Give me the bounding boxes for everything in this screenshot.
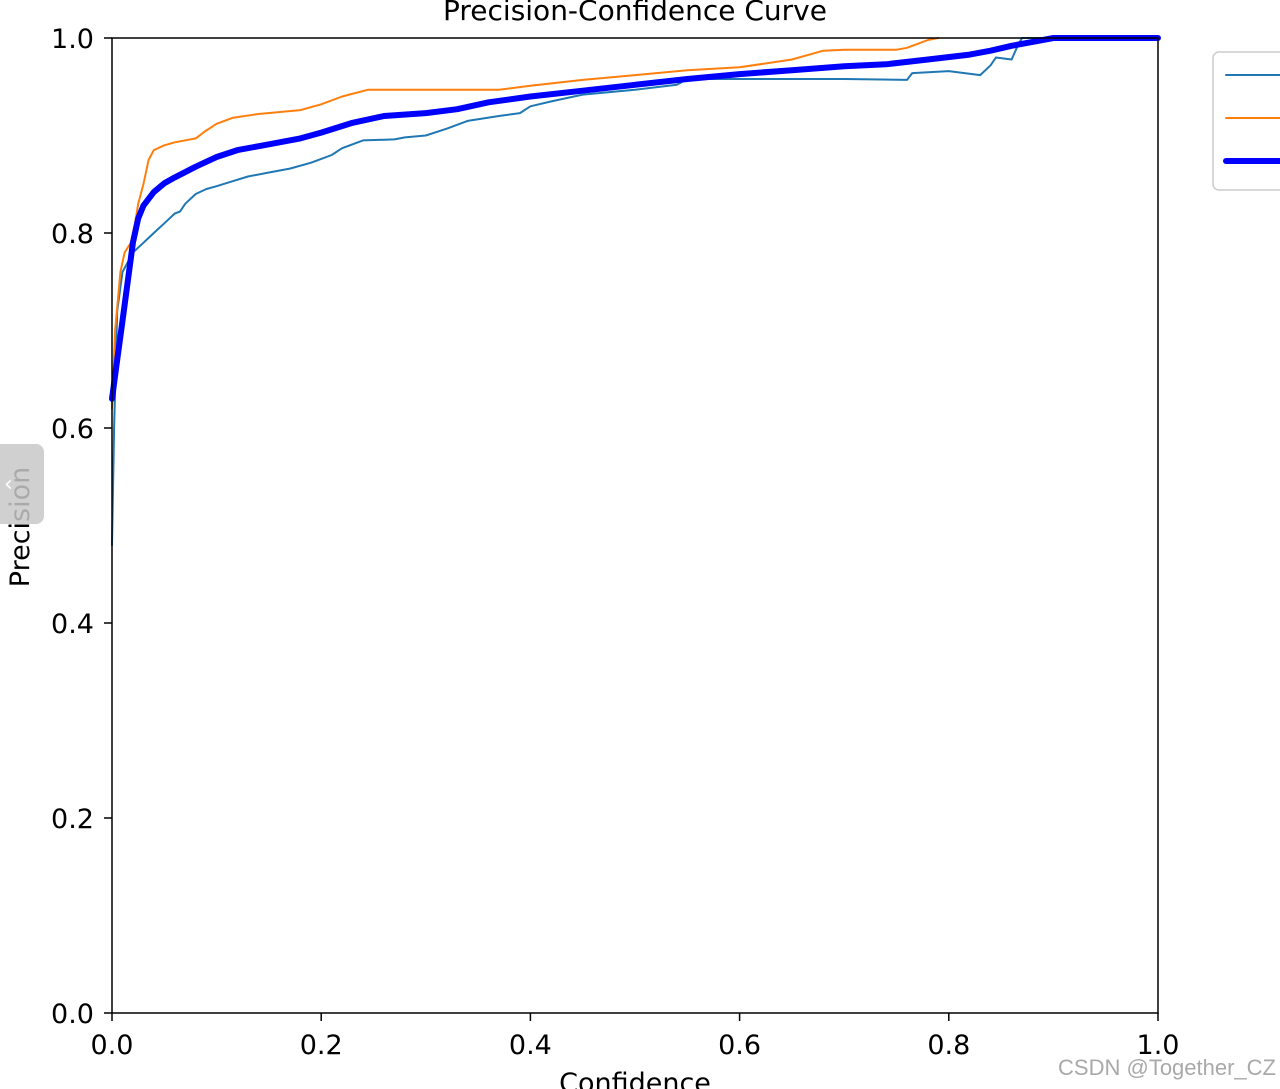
plot-frame bbox=[111, 37, 1159, 1014]
y-tick-label: 0.6 bbox=[51, 414, 94, 445]
y-tick-label: 0.8 bbox=[51, 219, 94, 250]
x-tick-label: 1.0 bbox=[1137, 1030, 1180, 1061]
series-line-1 bbox=[111, 37, 1159, 546]
x-tick-label: 0.4 bbox=[509, 1030, 552, 1061]
x-tick-label: 0.2 bbox=[300, 1030, 343, 1061]
y-tick-label: 0.0 bbox=[51, 999, 94, 1030]
y-tick-label: 1.0 bbox=[51, 24, 94, 55]
chevron-left-icon: ‹ bbox=[4, 472, 13, 497]
x-tick-label: 0.0 bbox=[91, 1030, 134, 1061]
chart-title: Precision-Confidence Curve bbox=[443, 0, 827, 27]
previous-page-tab[interactable]: ‹ bbox=[0, 444, 44, 524]
legend bbox=[1212, 51, 1280, 191]
y-tick-label: 0.2 bbox=[51, 804, 94, 835]
x-tick-label: 0.8 bbox=[927, 1030, 970, 1061]
series-line-3 bbox=[109, 35, 1161, 402]
watermark: CSDN @Together_CZ bbox=[1058, 1055, 1276, 1080]
y-tick-label: 0.4 bbox=[51, 609, 94, 640]
legend-box bbox=[1212, 51, 1280, 191]
series-line-2 bbox=[111, 37, 940, 410]
x-tick-label: 0.6 bbox=[718, 1030, 761, 1061]
x-axis-label: Confidence bbox=[559, 1068, 711, 1089]
